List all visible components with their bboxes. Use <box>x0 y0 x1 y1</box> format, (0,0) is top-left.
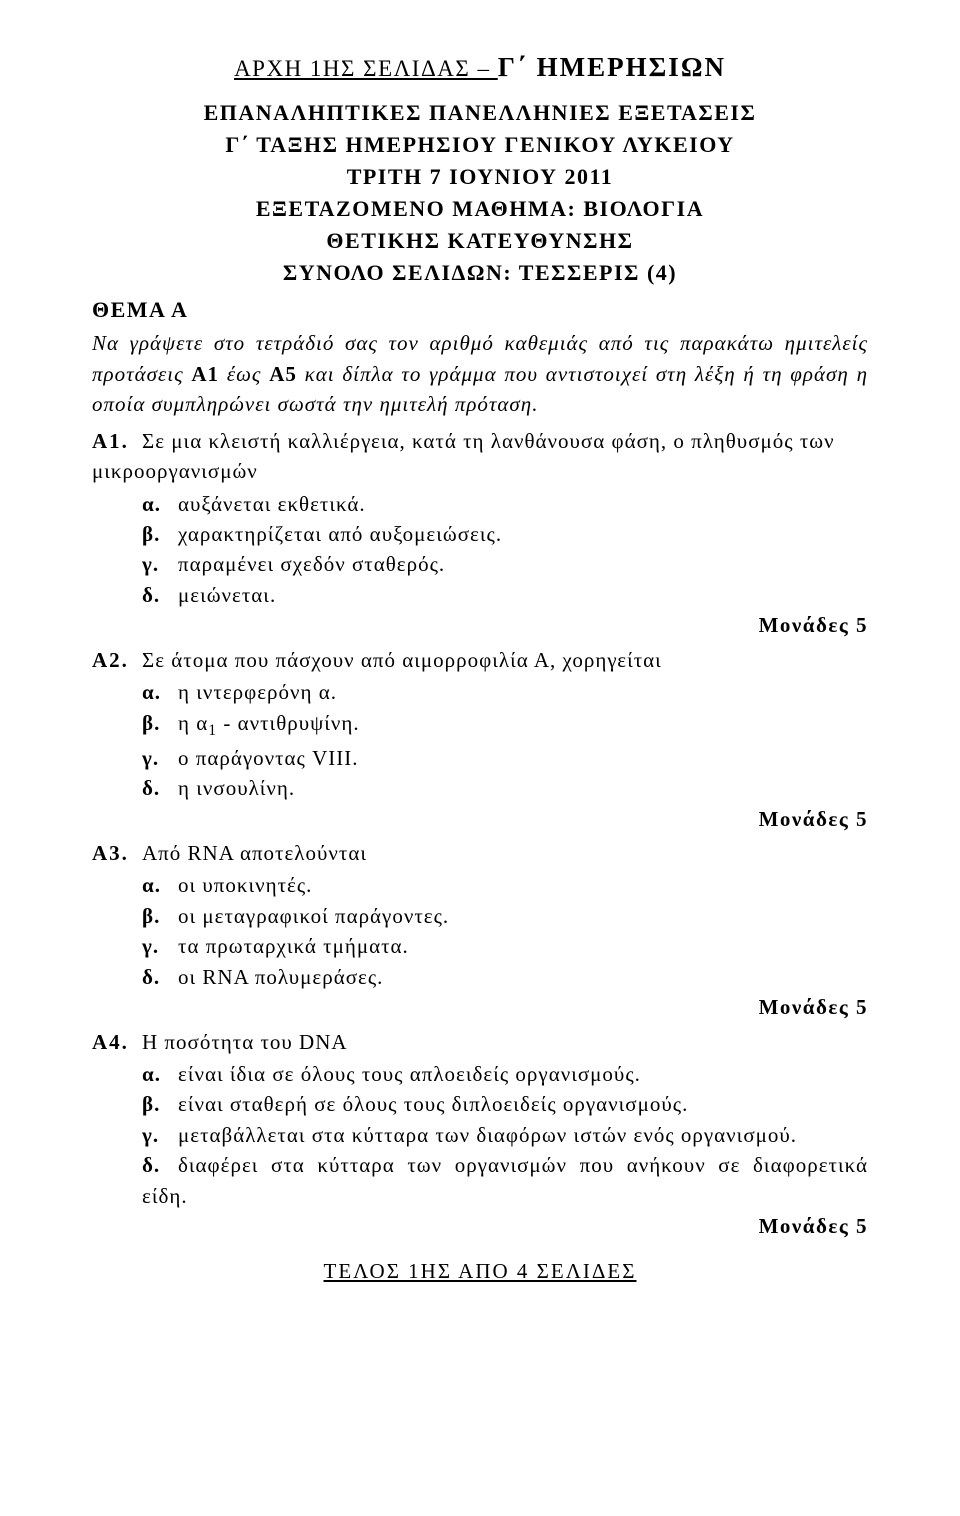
page-footer: ΤΕΛΟΣ 1ΗΣ ΑΠΟ 4 ΣΕΛΙΔΕΣ <box>92 1256 868 1286</box>
q1-opt-c: γ.παραμένει σχεδόν σταθερός. <box>92 549 868 579</box>
label-a: α. <box>142 1059 178 1089</box>
intro-b2: Α5 <box>269 362 297 386</box>
question-a1: Α1.Σε μια κλειστή καλλιέργεια, κατά τη λ… <box>92 426 868 487</box>
intro-b1: Α1 <box>191 362 219 386</box>
question-a4: Α4.Η ποσότητα του DNA <box>92 1027 868 1057</box>
top-prefix: ΑΡΧΗ 1ΗΣ ΣΕΛΙΔΑΣ – <box>234 56 498 81</box>
q3-opt-d: δ.οι RNA πολυμεράσες. <box>92 962 868 992</box>
label-b: β. <box>142 901 178 931</box>
q2-opt-c: γ.ο παράγοντας VIII. <box>92 743 868 773</box>
q1-opt-a: α.αυξάνεται εκθετικά. <box>92 489 868 519</box>
q1-text: Σε μια κλειστή καλλιέργεια, κατά τη λανθ… <box>92 429 835 483</box>
q2-d: η ινσουλίνη. <box>178 776 295 800</box>
q1-opt-d: δ.μειώνεται. <box>92 580 868 610</box>
page-top-line: ΑΡΧΗ 1ΗΣ ΣΕΛΙΔΑΣ – Γ΄ ΗΜΕΡΗΣΙΩΝ <box>92 48 868 87</box>
q3-text: Από RNA αποτελούνται <box>142 841 367 865</box>
q4-opt-b: β.είναι σταθερή σε όλους τους διπλοειδεί… <box>92 1089 868 1119</box>
q2-num: Α2. <box>92 645 142 675</box>
q1-b: χαρακτηρίζεται από αυξομειώσεις. <box>178 522 502 546</box>
q4-num: Α4. <box>92 1027 142 1057</box>
label-c: γ. <box>142 1120 178 1150</box>
q3-c: τα πρωταρχικά τμήματα. <box>178 934 409 958</box>
q2-opt-d: δ.η ινσουλίνη. <box>92 773 868 803</box>
q1-num: Α1. <box>92 426 142 456</box>
q3-opt-b: β.οι μεταγραφικοί παράγοντες. <box>92 901 868 931</box>
header-l4: ΕΞΕΤΑΖΟΜΕΝΟ ΜΑΘΗΜΑ: ΒΙΟΛΟΓΙΑ <box>92 193 868 225</box>
q4-c: μεταβάλλεται στα κύτταρα των διαφόρων ισ… <box>178 1123 797 1147</box>
label-d: δ. <box>142 1150 178 1180</box>
question-a2: Α2.Σε άτομα που πάσχουν από αιμορροφιλία… <box>92 645 868 675</box>
q3-num: Α3. <box>92 838 142 868</box>
header-l1: ΕΠΑΝΑΛΗΠΤΙΚΕΣ ΠΑΝΕΛΛΗΝΙΕΣ ΕΞΕΤΑΣΕΙΣ <box>92 97 868 129</box>
q3-a: οι υποκινητές. <box>178 873 312 897</box>
header-l5: ΘΕΤΙΚΗΣ ΚΑΤΕΥΘΥΝΣΗΣ <box>92 225 868 257</box>
q3-opt-a: α.οι υποκινητές. <box>92 870 868 900</box>
q4-b: είναι σταθερή σε όλους τους διπλοειδείς … <box>178 1092 688 1116</box>
q2-points: Μονάδες 5 <box>92 804 868 834</box>
q3-d: οι RNA πολυμεράσες. <box>178 965 383 989</box>
top-suffix: Γ΄ ΗΜΕΡΗΣΙΩΝ <box>498 52 726 82</box>
q1-opt-b: β.χαρακτηρίζεται από αυξομειώσεις. <box>92 519 868 549</box>
q4-opt-d: δ.διαφέρει στα κύτταρα των οργανισμών πο… <box>92 1150 868 1211</box>
intro-text: Να γράψετε στο τετράδιό σας τον αριθμό κ… <box>92 328 868 419</box>
label-a: α. <box>142 677 178 707</box>
q4-opt-a: α.είναι ίδια σε όλους τους απλοειδείς ορ… <box>92 1059 868 1089</box>
label-a: α. <box>142 870 178 900</box>
q1-points: Μονάδες 5 <box>92 610 868 640</box>
theme-title: ΘΕΜΑ Α <box>92 294 868 326</box>
q4-text: Η ποσότητα του DNA <box>142 1030 348 1054</box>
header-l2: Γ΄ ΤΑΞΗΣ ΗΜΕΡΗΣΙΟΥ ΓΕΝΙΚΟΥ ΛΥΚΕΙΟΥ <box>92 129 868 161</box>
q2-a: η ιντερφερόνη α. <box>178 680 337 704</box>
label-b: β. <box>142 708 178 738</box>
question-a3: Α3.Από RNA αποτελούνται <box>92 838 868 868</box>
header-l6: ΣΥΝΟΛΟ ΣΕΛΙΔΩΝ: ΤΕΣΣΕΡΙΣ (4) <box>92 257 868 289</box>
q4-d: διαφέρει στα κύτταρα των οργανισμών που … <box>142 1153 868 1207</box>
q3-opt-c: γ.τα πρωταρχικά τμήματα. <box>92 931 868 961</box>
q2-text: Σε άτομα που πάσχουν από αιμορροφιλία Α,… <box>142 648 662 672</box>
label-c: γ. <box>142 931 178 961</box>
q2-opt-a: α.η ιντερφερόνη α. <box>92 677 868 707</box>
label-a: α. <box>142 489 178 519</box>
q2-b-pre: η α <box>178 711 208 735</box>
label-c: γ. <box>142 743 178 773</box>
header-l3: ΤΡΙΤΗ 7 ΙΟΥΝΙΟΥ 2011 <box>92 161 868 193</box>
label-d: δ. <box>142 773 178 803</box>
q4-opt-c: γ.μεταβάλλεται στα κύτταρα των διαφόρων … <box>92 1120 868 1150</box>
q1-d: μειώνεται. <box>178 583 276 607</box>
q2-b: η α1 - αντιθρυψίνη. <box>178 711 360 735</box>
q3-b: οι μεταγραφικοί παράγοντες. <box>178 904 449 928</box>
q2-c: ο παράγοντας VIII. <box>178 746 359 770</box>
label-c: γ. <box>142 549 178 579</box>
label-d: δ. <box>142 962 178 992</box>
q3-points: Μονάδες 5 <box>92 992 868 1022</box>
q4-points: Μονάδες 5 <box>92 1211 868 1241</box>
intro-p2: έως <box>219 362 269 386</box>
q4-a: είναι ίδια σε όλους τους απλοειδείς οργα… <box>178 1062 641 1086</box>
exam-header: ΕΠΑΝΑΛΗΠΤΙΚΕΣ ΠΑΝΕΛΛΗΝΙΕΣ ΕΞΕΤΑΣΕΙΣ Γ΄ Τ… <box>92 97 868 288</box>
q2-b-post: - αντιθρυψίνη. <box>217 711 360 735</box>
q1-c: παραμένει σχεδόν σταθερός. <box>178 552 445 576</box>
q2-b-sub: 1 <box>208 722 217 739</box>
label-d: δ. <box>142 580 178 610</box>
label-b: β. <box>142 519 178 549</box>
q2-opt-b: β.η α1 - αντιθρυψίνη. <box>92 708 868 743</box>
label-b: β. <box>142 1089 178 1119</box>
q1-a: αυξάνεται εκθετικά. <box>178 492 366 516</box>
